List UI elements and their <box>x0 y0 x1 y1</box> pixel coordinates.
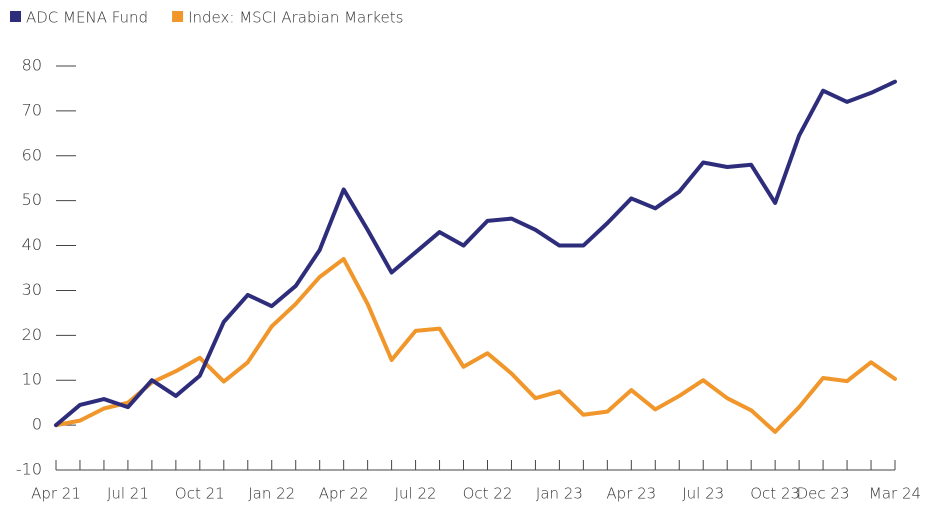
x-tick-label: Apr 21 <box>31 485 81 503</box>
y-tick-label: 20 <box>22 325 42 344</box>
legend-label: ADC MENA Fund <box>26 9 148 27</box>
x-tick-label: Apr 22 <box>319 485 369 503</box>
legend-swatch <box>10 11 21 22</box>
y-tick-label: 0 <box>32 415 42 434</box>
x-tick-label: Jul 21 <box>107 485 149 503</box>
series-line <box>54 257 897 434</box>
y-tick-label: 50 <box>22 190 42 209</box>
y-tick-label: -10 <box>16 460 42 479</box>
x-tick-label: Dec 23 <box>797 485 850 503</box>
y-tick-label: 40 <box>22 235 42 254</box>
legend-label: Index: MSCI Arabian Markets <box>188 9 403 27</box>
series-line <box>54 79 897 428</box>
y-tick-label: 60 <box>22 145 42 164</box>
x-tick-label: Oct 21 <box>175 485 225 503</box>
x-tick-label: Jul 22 <box>395 485 437 503</box>
x-tick-label: Oct 23 <box>750 485 800 503</box>
y-tick-label: 80 <box>22 56 42 75</box>
y-tick-label: 30 <box>22 280 42 299</box>
x-tick-label: Jan 23 <box>536 485 583 503</box>
x-tick-label: Jul 23 <box>682 485 724 503</box>
x-tick-label: Apr 23 <box>606 485 656 503</box>
y-tick-label: 70 <box>22 100 42 119</box>
y-tick-label: 10 <box>22 370 42 389</box>
legend-swatch <box>172 11 184 22</box>
x-tick-label: Mar 24 <box>869 485 921 503</box>
x-tick-label: Jan 22 <box>248 485 295 503</box>
x-tick-label: Oct 22 <box>463 485 513 503</box>
